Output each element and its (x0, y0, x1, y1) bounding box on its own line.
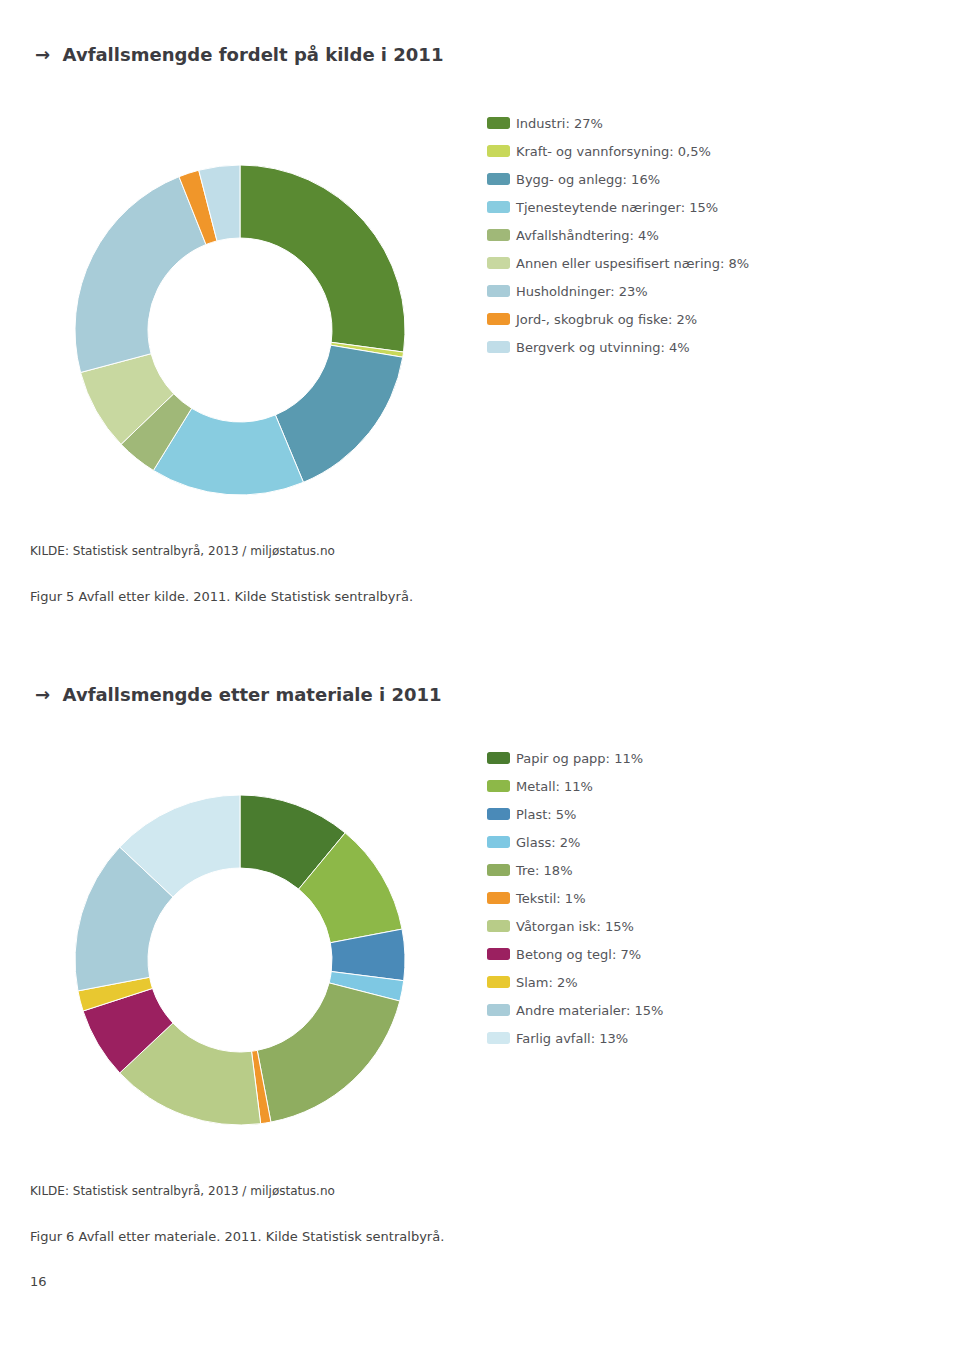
svg-text:Husholdninger: 23%: Husholdninger: 23% (516, 284, 648, 299)
svg-text:Avfallshåndtering: 4%: Avfallshåndtering: 4% (516, 228, 659, 243)
svg-text:KILDE: Statistisk sentralbyrå,: KILDE: Statistisk sentralbyrå, 2013 / mi… (30, 1184, 335, 1198)
svg-text:Tjenesteytende næringer: 15%: Tjenesteytende næringer: 15% (515, 200, 718, 215)
svg-text:Metall: 11%: Metall: 11% (516, 779, 593, 794)
svg-text:→ Avfallsmengde fordelt på ki: → Avfallsmengde fordelt på kilde i 2011 (35, 44, 443, 65)
svg-text:Figur 5 Avfall etter kilde. 20: Figur 5 Avfall etter kilde. 2011. Kilde … (30, 589, 413, 604)
svg-text:→ Avfallsmengde etter materia: → Avfallsmengde etter materiale i 2011 (35, 684, 442, 705)
svg-text:Bygg- og anlegg: 16%: Bygg- og anlegg: 16% (516, 172, 660, 187)
svg-text:Andre materialer: 15%: Andre materialer: 15% (516, 1003, 663, 1018)
svg-text:Våtorgan isk: 15%: Våtorgan isk: 15% (516, 919, 634, 934)
svg-text:Glass: 2%: Glass: 2% (516, 835, 580, 850)
svg-text:Farlig avfall: 13%: Farlig avfall: 13% (516, 1031, 628, 1046)
svg-text:Bergverk og utvinning: 4%: Bergverk og utvinning: 4% (516, 340, 690, 355)
svg-text:Tekstil: 1%: Tekstil: 1% (515, 891, 586, 906)
svg-text:Papir og papp: 11%: Papir og papp: 11% (516, 751, 643, 766)
svg-text:Jord-, skogbruk og fiske: 2%: Jord-, skogbruk og fiske: 2% (515, 312, 697, 327)
svg-text:Tre: 18%: Tre: 18% (515, 863, 573, 878)
svg-text:Slam: 2%: Slam: 2% (516, 975, 578, 990)
svg-text:Kraft- og vannforsyning: 0,5%: Kraft- og vannforsyning: 0,5% (516, 144, 711, 159)
svg-text:Betong og tegl: 7%: Betong og tegl: 7% (516, 947, 641, 962)
svg-text:Plast: 5%: Plast: 5% (516, 807, 576, 822)
svg-text:Annen eller uspesifisert nærin: Annen eller uspesifisert næring: 8% (516, 256, 749, 271)
svg-text:KILDE: Statistisk sentralbyrå,: KILDE: Statistisk sentralbyrå, 2013 / mi… (30, 544, 335, 558)
svg-text:Figur 6 Avfall etter materiale: Figur 6 Avfall etter materiale. 2011. Ki… (30, 1229, 444, 1244)
svg-text:16: 16 (30, 1274, 47, 1289)
svg-text:Industri: 27%: Industri: 27% (516, 116, 603, 131)
